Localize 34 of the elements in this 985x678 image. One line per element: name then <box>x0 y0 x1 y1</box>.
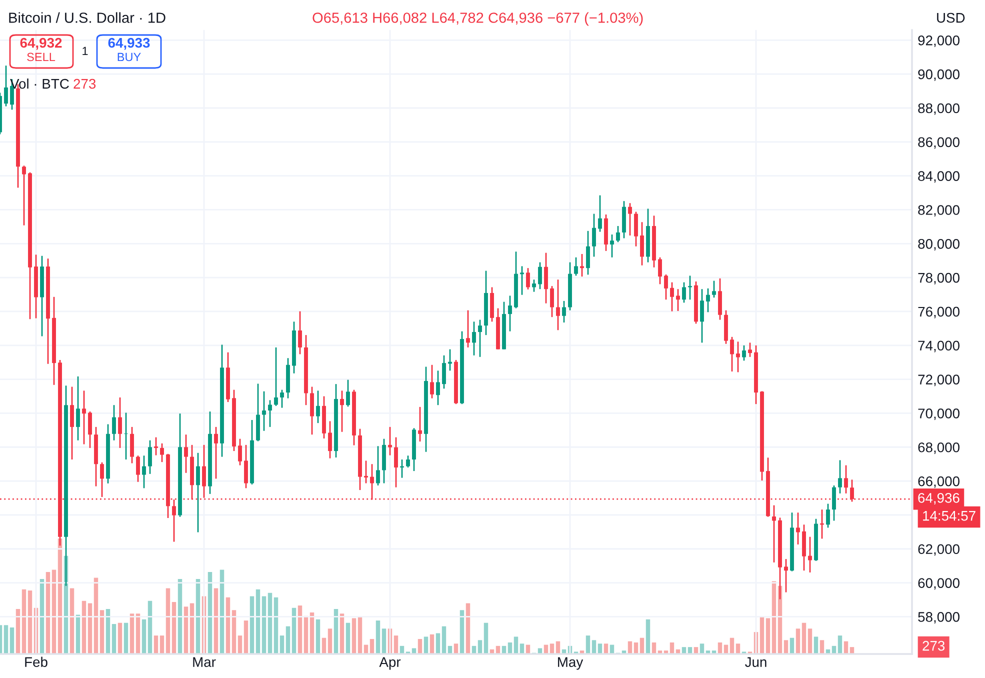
y-tick-label: 72,000 <box>918 374 960 386</box>
y-tick-label: 60,000 <box>918 578 960 590</box>
y-tick-label: 70,000 <box>918 408 960 420</box>
text: USD <box>937 12 965 23</box>
x-tick-label: Mar <box>193 657 216 667</box>
ref-line-label: 64,936 <box>918 492 960 504</box>
y-tick-label: 62,000 <box>918 544 960 556</box>
y-tick-label: 86,000 <box>918 137 960 149</box>
y-tick-label: 74,000 <box>918 340 960 352</box>
y-tick-label: 84,000 <box>918 171 960 183</box>
chart-title: Bitcoin / U.S. Dollar · 1D <box>9 12 166 23</box>
x-tick-label: Jun <box>745 657 766 667</box>
annotation: 1 <box>82 46 88 56</box>
y-tick-label: 80,000 <box>918 238 960 250</box>
annotation: 273 <box>74 78 96 89</box>
text: O65,613 H66,082 L64,782 C64,936 −677 (−1.03%) <box>312 12 643 26</box>
annotation: BUY <box>118 52 141 62</box>
y-tick-label: 58,000 <box>918 612 960 624</box>
text: 14:54:57 <box>923 511 976 521</box>
y-tick-label: 92,000 <box>918 36 960 47</box>
y-tick-label: 88,000 <box>918 103 960 115</box>
x-tick-label: Apr <box>379 657 401 670</box>
annotation: 64,933 <box>108 38 150 50</box>
y-tick-label: 66,000 <box>918 476 960 488</box>
text: 273 <box>922 640 945 651</box>
x-tick-label: Feb <box>25 656 48 667</box>
annotation: SELL <box>27 52 56 62</box>
annotation: 64,932 <box>20 38 62 50</box>
y-tick-label: 78,000 <box>918 272 960 284</box>
x-tick-label: May <box>558 657 584 670</box>
y-tick-label: 90,000 <box>918 69 960 81</box>
y-tick-label: 68,000 <box>918 442 960 454</box>
y-tick-label: 82,000 <box>918 205 960 217</box>
y-tick-label: 76,000 <box>918 306 960 318</box>
